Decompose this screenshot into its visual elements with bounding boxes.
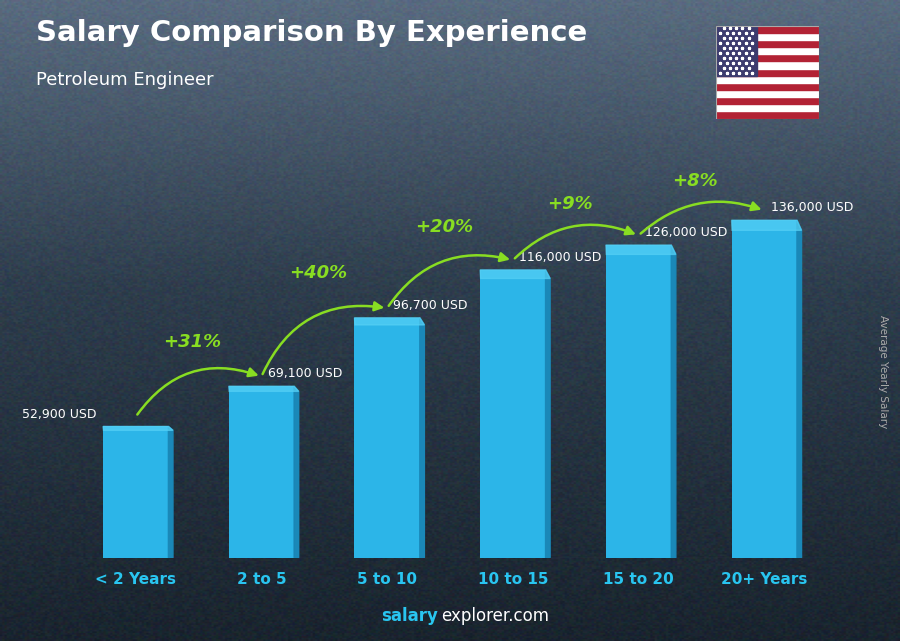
Text: 136,000 USD: 136,000 USD bbox=[770, 201, 853, 215]
Text: +20%: +20% bbox=[415, 219, 473, 237]
Polygon shape bbox=[671, 245, 676, 558]
Text: +40%: +40% bbox=[289, 264, 347, 282]
Text: 52,900 USD: 52,900 USD bbox=[22, 408, 96, 420]
Bar bbox=[716, 104, 819, 112]
Text: salary: salary bbox=[382, 607, 438, 625]
Text: +31%: +31% bbox=[163, 333, 221, 351]
Bar bbox=[355, 318, 419, 558]
Bar bbox=[716, 62, 819, 69]
Polygon shape bbox=[545, 270, 550, 558]
Polygon shape bbox=[355, 318, 425, 325]
Text: +8%: +8% bbox=[672, 172, 718, 190]
Polygon shape bbox=[732, 221, 802, 230]
Text: Salary Comparison By Experience: Salary Comparison By Experience bbox=[36, 19, 587, 47]
Text: 69,100 USD: 69,100 USD bbox=[267, 367, 342, 381]
Bar bbox=[716, 83, 819, 90]
Polygon shape bbox=[294, 387, 299, 558]
Bar bbox=[716, 97, 819, 104]
Text: 96,700 USD: 96,700 USD bbox=[393, 299, 468, 312]
Bar bbox=[229, 387, 294, 558]
Text: 116,000 USD: 116,000 USD bbox=[519, 251, 601, 264]
Bar bbox=[716, 90, 819, 97]
Text: +9%: +9% bbox=[546, 195, 592, 213]
Polygon shape bbox=[168, 426, 173, 558]
Text: 126,000 USD: 126,000 USD bbox=[645, 226, 727, 239]
Polygon shape bbox=[797, 221, 802, 558]
Text: Petroleum Engineer: Petroleum Engineer bbox=[36, 71, 213, 88]
Bar bbox=[716, 40, 819, 47]
Bar bbox=[606, 245, 671, 558]
Text: Average Yearly Salary: Average Yearly Salary bbox=[878, 315, 887, 428]
Bar bbox=[716, 26, 757, 76]
Polygon shape bbox=[481, 270, 550, 278]
Polygon shape bbox=[229, 387, 299, 392]
Bar bbox=[732, 221, 797, 558]
Bar bbox=[103, 426, 168, 558]
Text: explorer.com: explorer.com bbox=[441, 607, 549, 625]
Polygon shape bbox=[606, 245, 676, 254]
Bar bbox=[716, 112, 819, 119]
Bar bbox=[481, 270, 545, 558]
Polygon shape bbox=[419, 318, 425, 558]
Polygon shape bbox=[103, 426, 173, 430]
Bar bbox=[716, 76, 819, 83]
Bar bbox=[716, 54, 819, 62]
Bar bbox=[716, 26, 819, 33]
Bar bbox=[716, 47, 819, 54]
Bar bbox=[716, 33, 819, 40]
Bar bbox=[716, 69, 819, 76]
